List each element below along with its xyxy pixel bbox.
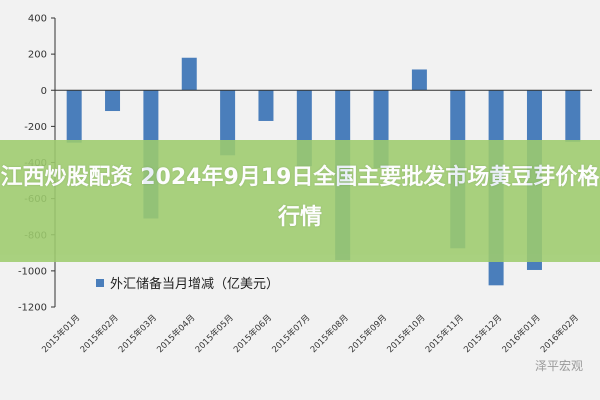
x-tick-label: 2015年12月 [461, 312, 504, 355]
bar-14 [565, 90, 581, 142]
x-tick-label: 2015年05月 [193, 312, 236, 355]
y-tick-label: 0 [41, 86, 47, 97]
y-tick-label: -1200 [18, 303, 47, 314]
x-tick-label: 2015年03月 [116, 312, 159, 355]
x-tick-label: 2015年02月 [78, 312, 121, 355]
bar-4 [181, 57, 197, 91]
banner-title: 江西炒股配资 2024年9月19日全国主要批发市场黄豆芽价格行情 [0, 165, 600, 230]
x-tick-label: 2016年02月 [538, 312, 581, 355]
bar-5 [220, 90, 236, 156]
x-tick-label: 2015年01月 [40, 312, 83, 355]
y-tick-label: 200 [28, 50, 47, 61]
bar-10 [411, 69, 427, 91]
x-tick-label: 2015年08月 [308, 312, 351, 355]
x-tick-label: 2015年04月 [155, 312, 198, 355]
legend: 外汇储备当月增减（亿美元） [96, 276, 279, 292]
legend-label: 外汇储备当月增减（亿美元） [110, 276, 279, 292]
watermark-text: 泽平宏观 [535, 358, 583, 373]
title-banner: 江西炒股配资 2024年9月19日全国主要批发市场黄豆芽价格行情 [0, 140, 600, 262]
bar-2 [105, 90, 121, 112]
x-tick-label: 2015年11月 [423, 312, 466, 355]
x-tick-label: 2016年01月 [500, 312, 543, 355]
x-tick-label: 2015年09月 [346, 312, 389, 355]
legend-swatch [96, 279, 104, 287]
x-tick-label: 2015年10月 [385, 312, 428, 355]
x-tick-label: 2015年07月 [270, 312, 313, 355]
bar-1 [66, 90, 82, 143]
bar-6 [258, 90, 274, 121]
x-tick-label: 2015年06月 [231, 312, 274, 355]
y-tick-label: 400 [28, 14, 47, 25]
y-tick-label: -200 [24, 122, 47, 133]
y-tick-label: -1000 [18, 266, 47, 277]
